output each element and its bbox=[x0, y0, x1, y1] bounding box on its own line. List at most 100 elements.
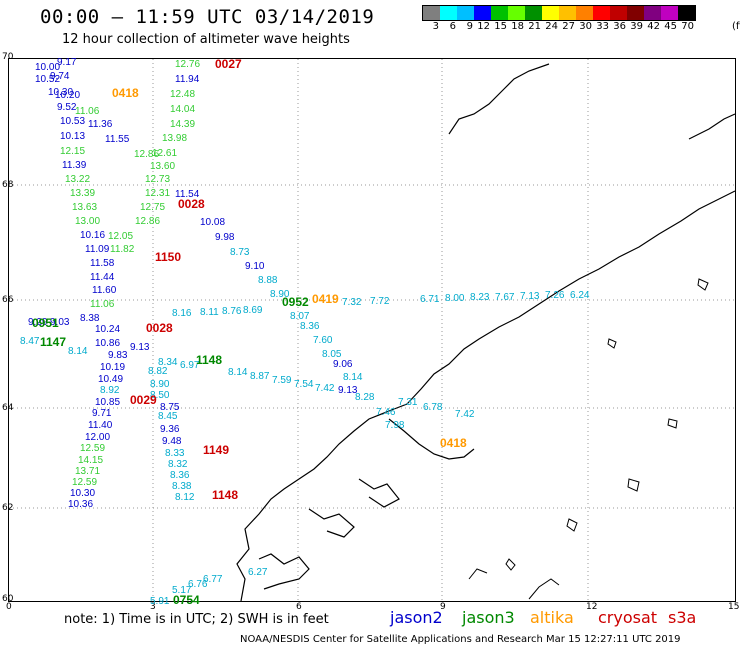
wave-height-value: 11.06 bbox=[90, 299, 115, 310]
footer-note: note: 1) Time is in UTC; 2) SWH is in fe… bbox=[64, 612, 329, 627]
wave-height-value: 12.59 bbox=[72, 477, 98, 488]
wave-height-value: 11.94 bbox=[175, 74, 200, 85]
page-subtitle: 12 hour collection of altimeter wave hei… bbox=[62, 32, 350, 47]
colorbar-swatch bbox=[559, 6, 576, 20]
wave-height-value: 10.16 bbox=[80, 230, 106, 241]
wave-height-value: 12.76 bbox=[175, 59, 201, 70]
wave-height-value: 9.98 bbox=[215, 232, 235, 243]
colorbar-swatch bbox=[457, 6, 474, 20]
wave-height-value: 12.75 bbox=[140, 202, 166, 213]
pass-time-label: 0419 bbox=[312, 292, 339, 306]
latitude-label: 70 bbox=[2, 52, 14, 62]
wave-height-value: 8.07 bbox=[290, 311, 310, 322]
wave-height-value: 6.71 bbox=[420, 294, 440, 305]
wave-height-value: 10.36 bbox=[68, 499, 94, 510]
wave-height-value: 12.15 bbox=[60, 146, 86, 157]
wave-height-value: 6.76 bbox=[188, 579, 208, 590]
wave-height-value: 11.36 bbox=[88, 119, 113, 130]
norway-coastline bbox=[236, 63, 735, 601]
wave-height-value: 11.82 bbox=[110, 244, 135, 255]
wave-height-value: 8.14 bbox=[343, 372, 363, 383]
colorbar-swatch bbox=[627, 6, 644, 20]
pass-time-label: 0754 bbox=[173, 593, 200, 607]
pass-time-label: 1148 bbox=[196, 353, 223, 367]
wave-height-value: 6.77 bbox=[203, 574, 223, 585]
wave-height-value: 8.92 bbox=[100, 385, 120, 396]
wave-height-value: 13.22 bbox=[65, 174, 91, 185]
wave-height-value: 8.75 bbox=[160, 402, 180, 413]
wave-height-value: 7.13 bbox=[520, 291, 540, 302]
colorbar-swatch bbox=[440, 6, 457, 20]
latitude-label: 62 bbox=[2, 503, 14, 513]
colorbar-label: 9 bbox=[466, 21, 473, 32]
wave-height-value: 8.45 bbox=[158, 411, 178, 422]
wave-height-value: 8.73 bbox=[230, 247, 250, 258]
wave-height-value: 11.09 bbox=[85, 244, 110, 255]
wave-height-value: 12.73 bbox=[145, 174, 171, 185]
legend-jason3: jason3 bbox=[462, 608, 515, 627]
wave-height-value: 14.04 bbox=[170, 104, 196, 115]
colorbar-label: 3 bbox=[432, 21, 439, 32]
wave-height-value: 9.83 bbox=[108, 350, 128, 361]
wave-height-value: 8.12 bbox=[175, 492, 195, 503]
lat-lon-grid bbox=[9, 59, 735, 601]
wave-height-value: 7.46 bbox=[376, 407, 396, 418]
wave-height-value: 11.44 bbox=[90, 272, 115, 283]
wave-height-value: 10.52 bbox=[35, 74, 61, 85]
colorbar-label: 45 bbox=[664, 21, 677, 32]
wave-height-value: 10.30 bbox=[70, 488, 96, 499]
wave-height-value: 10.30 bbox=[48, 87, 74, 98]
wave-height-value: 8.90 bbox=[270, 289, 290, 300]
wave-height-value: 12.31 bbox=[145, 188, 171, 199]
latitude-label: 60 bbox=[2, 594, 14, 604]
wave-height-value: 8.50 bbox=[150, 390, 170, 401]
colorbar-swatch bbox=[525, 6, 542, 20]
wave-height-value: 7.60 bbox=[313, 335, 333, 346]
wave-height-value: 7.54 bbox=[294, 379, 314, 390]
wave-height-value: 12.59 bbox=[80, 443, 106, 454]
footer-credit: NOAA/NESDIS Center for Satellite Applica… bbox=[240, 634, 681, 645]
wave-height-value: 13.60 bbox=[150, 161, 176, 172]
wave-height-value: 8.11 bbox=[200, 307, 219, 318]
wave-height-value: 8.28 bbox=[355, 392, 375, 403]
longitude-label: 12 bbox=[586, 602, 598, 612]
legend-cryosat: cryosat bbox=[598, 608, 658, 627]
wave-height-value: 8.32 bbox=[168, 459, 188, 470]
pass-time-label: 0951 bbox=[32, 316, 59, 330]
wave-height-value: 8.69 bbox=[243, 305, 263, 316]
wave-height-value: 14.39 bbox=[170, 119, 196, 130]
wave-height-value: 9.13 bbox=[338, 385, 358, 396]
wave-height-value: 8.82 bbox=[148, 366, 168, 377]
colorbar-swatch bbox=[508, 6, 525, 20]
wave-height-value: 11.55 bbox=[105, 134, 130, 145]
wave-height-value: 8.38 bbox=[80, 313, 100, 324]
wave-height-colorbar bbox=[422, 5, 696, 21]
wave-height-value: 9.52 bbox=[57, 102, 77, 113]
wave-height-value: 14.15 bbox=[78, 455, 104, 466]
colorbar-swatch bbox=[542, 6, 559, 20]
longitude-label: 6 bbox=[296, 602, 302, 612]
wave-height-value: 10.24 bbox=[95, 324, 121, 335]
wave-height-value: 8.05 bbox=[322, 349, 342, 360]
wave-height-value: 9.13 bbox=[130, 342, 150, 353]
wave-height-value: 11.39 bbox=[62, 160, 87, 171]
wave-height-value: 9.06 bbox=[333, 359, 353, 370]
wave-height-value: 8.36 bbox=[170, 470, 190, 481]
colorbar-label: 36 bbox=[613, 21, 626, 32]
longitude-label: 15 bbox=[728, 602, 740, 612]
wave-height-value: 6.24 bbox=[570, 290, 590, 301]
wave-height-value: 13.39 bbox=[70, 188, 96, 199]
wave-height-value: 6.27 bbox=[248, 567, 268, 578]
wave-height-value: 9.71 bbox=[92, 408, 112, 419]
wave-height-value: 11.06 bbox=[75, 106, 100, 117]
wave-height-value: 8.88 bbox=[258, 275, 278, 286]
longitude-label: 3 bbox=[150, 602, 156, 612]
inland-lakes bbox=[468, 278, 709, 600]
wave-height-value: 10.49 bbox=[98, 374, 124, 385]
colorbar-label: 24 bbox=[545, 21, 558, 32]
pass-time-label: 0418 bbox=[440, 436, 467, 450]
colorbar-label: 21 bbox=[528, 21, 541, 32]
latitude-label: 64 bbox=[2, 403, 14, 413]
wave-height-value: 9.10 bbox=[245, 261, 265, 272]
